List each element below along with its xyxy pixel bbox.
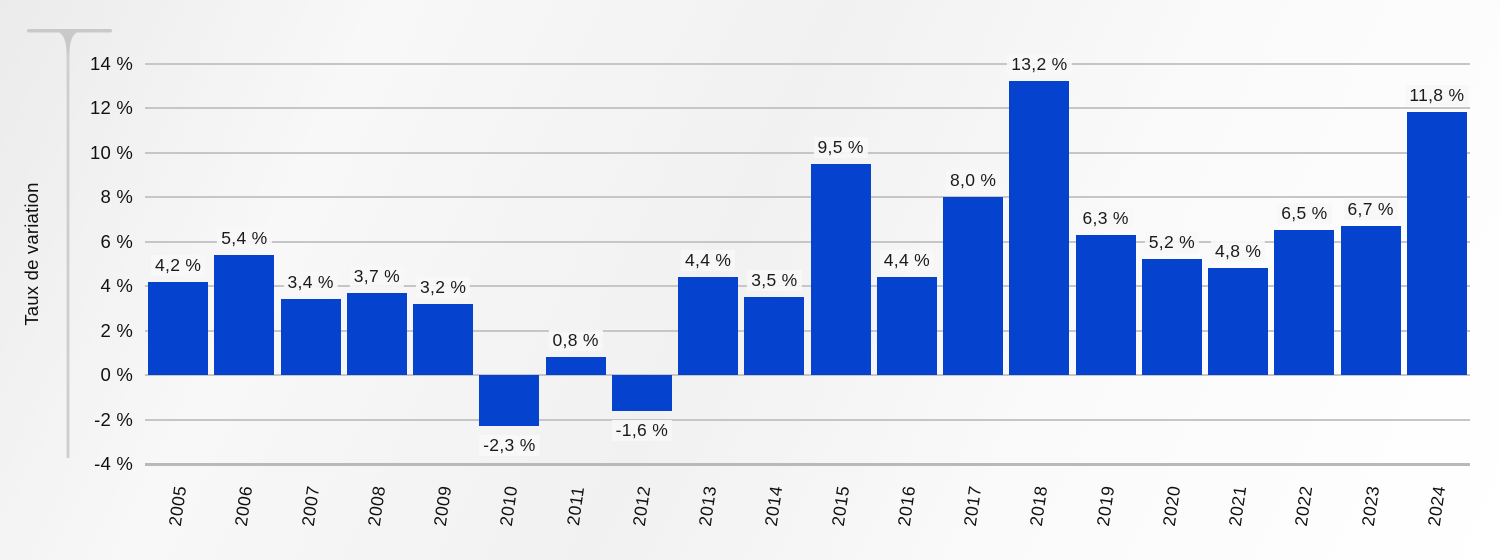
y-tick-label: 2 %: [100, 319, 133, 341]
value-label-2010: -2,3 %: [479, 435, 540, 457]
bar-2015: [810, 163, 871, 375]
value-label-2005: 4,2 %: [151, 254, 206, 276]
y-tick-label: 10 %: [90, 141, 133, 163]
value-label-2024: 11,8 %: [1405, 85, 1469, 107]
y-tick-label: -2 %: [94, 408, 133, 430]
x-tick-label-2014: 2014: [761, 484, 787, 528]
y-tick-label: 6 %: [100, 230, 133, 252]
x-tick-label-2007: 2007: [297, 484, 323, 528]
gridline: [145, 107, 1470, 109]
x-tick-label-2024: 2024: [1423, 484, 1450, 528]
bar-2014: [744, 297, 805, 375]
gridline: [145, 151, 1470, 154]
value-label-2012: -1,6 %: [611, 419, 673, 441]
bar-2016: [876, 277, 937, 375]
y-tick-label: 4 %: [100, 275, 133, 296]
gridline: [145, 374, 1470, 376]
gridline: [145, 240, 1470, 243]
bar-2005: [148, 281, 209, 375]
x-tick-label-2011: 2011: [562, 485, 588, 527]
value-label-2011: 0,8 %: [548, 330, 603, 352]
value-label-2018: 13,2 %: [1007, 54, 1072, 76]
x-tick-label-2023: 2023: [1357, 484, 1383, 528]
value-label-2014: 3,5 %: [747, 270, 802, 292]
x-tick-label-2010: 2010: [496, 484, 522, 528]
bar-2010: [479, 375, 540, 427]
x-tick-label-2018: 2018: [1026, 484, 1052, 528]
bar-2013: [678, 277, 739, 375]
gridline: [145, 329, 1470, 332]
bar-2021: [1208, 268, 1269, 375]
bar-2012: [611, 375, 672, 411]
x-tick-label-2005: 2005: [164, 484, 191, 528]
bar-2019: [1075, 234, 1136, 375]
value-label-2015: 9,5 %: [813, 136, 868, 158]
value-label-2020: 5,2 %: [1144, 232, 1199, 254]
value-label-2017: 8,0 %: [946, 170, 1001, 191]
gridline: [145, 285, 1470, 287]
bar-2023: [1340, 225, 1401, 375]
y-tick-label: 8 %: [100, 186, 133, 207]
value-label-2022: 6,5 %: [1277, 203, 1332, 225]
y-tick-label: 12 %: [90, 97, 133, 118]
value-label-2013: 4,4 %: [681, 250, 736, 272]
value-label-2019: 6,3 %: [1078, 207, 1133, 229]
bar-2018: [1009, 81, 1070, 375]
x-tick-label-2021: 2021: [1224, 484, 1251, 528]
x-axis-floor-line: [145, 463, 1470, 466]
x-tick-label-2012: 2012: [628, 484, 655, 528]
bar-2009: [413, 303, 474, 375]
x-tick-label-2009: 2009: [429, 484, 456, 528]
value-label-2007: 3,4 %: [283, 272, 338, 294]
x-tick-label-2020: 2020: [1158, 484, 1185, 528]
gridline: [145, 62, 1470, 65]
x-tick-label-2017: 2017: [959, 484, 986, 528]
x-tick-label-2013: 2013: [694, 484, 721, 528]
value-label-2006: 5,4 %: [217, 227, 272, 249]
value-label-2016: 4,4 %: [879, 250, 934, 272]
value-label-2021: 4,8 %: [1211, 241, 1266, 263]
bar-2024: [1406, 112, 1467, 375]
x-tick-label-2016: 2016: [893, 484, 920, 528]
y-tick-label: 0 %: [100, 364, 133, 385]
value-label-2023: 6,7 %: [1343, 198, 1398, 220]
bar-2022: [1274, 230, 1335, 375]
x-tick-label-2022: 2022: [1291, 484, 1317, 528]
bar-2017: [943, 197, 1004, 375]
x-tick-label-2015: 2015: [827, 484, 853, 528]
x-tick-label-2008: 2008: [363, 484, 390, 528]
bar-2006: [214, 254, 275, 375]
bar-2020: [1141, 259, 1202, 375]
value-label-2008: 3,7 %: [349, 265, 404, 287]
y-tick-label: -4 %: [94, 453, 133, 474]
x-tick-label-2019: 2019: [1092, 484, 1118, 528]
bar-2008: [346, 292, 407, 375]
gridline: [145, 418, 1470, 421]
y-axis-line-decoration: [27, 29, 112, 458]
gridline: [145, 196, 1470, 198]
bar-2007: [280, 299, 341, 375]
y-tick-label: 14 %: [90, 52, 133, 74]
bar-2011: [545, 357, 606, 375]
value-label-2009: 3,2 %: [416, 276, 471, 298]
x-tick-label-2006: 2006: [231, 484, 257, 528]
